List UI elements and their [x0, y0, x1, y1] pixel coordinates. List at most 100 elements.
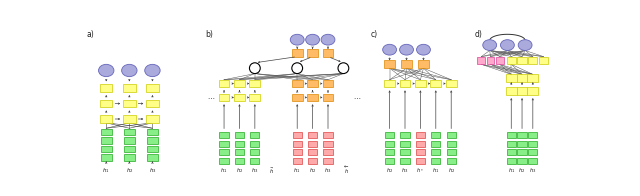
FancyBboxPatch shape: [385, 149, 394, 155]
Text: $\oplus$: $\oplus$: [292, 63, 302, 74]
Text: $\cdots$: $\cdots$: [353, 94, 362, 100]
Text: $y_1$: $y_1$: [486, 41, 493, 49]
FancyBboxPatch shape: [307, 94, 318, 101]
Text: b): b): [205, 30, 212, 39]
FancyBboxPatch shape: [517, 149, 527, 155]
FancyBboxPatch shape: [507, 141, 516, 147]
Ellipse shape: [399, 44, 413, 55]
FancyBboxPatch shape: [292, 94, 303, 101]
Text: $y_3$: $y_3$: [420, 46, 427, 54]
FancyBboxPatch shape: [401, 132, 410, 138]
Text: $h_2$: $h_2$: [386, 166, 393, 175]
FancyBboxPatch shape: [220, 141, 228, 147]
FancyBboxPatch shape: [431, 158, 440, 164]
FancyBboxPatch shape: [486, 57, 494, 64]
Ellipse shape: [483, 40, 497, 51]
Ellipse shape: [500, 40, 515, 51]
FancyBboxPatch shape: [250, 94, 260, 101]
Text: $\oplus$: $\oplus$: [339, 63, 348, 74]
Text: $\oplus$: $\oplus$: [250, 63, 259, 74]
Text: $y_2$: $y_2$: [504, 41, 511, 49]
FancyBboxPatch shape: [416, 158, 425, 164]
Text: $h_*$: $h_*$: [417, 167, 424, 174]
Ellipse shape: [99, 64, 114, 77]
FancyBboxPatch shape: [147, 137, 158, 144]
Text: $h_2$: $h_2$: [447, 166, 455, 175]
Text: $h_3$: $h_3$: [251, 166, 259, 175]
Ellipse shape: [518, 40, 532, 51]
FancyBboxPatch shape: [250, 80, 260, 87]
FancyBboxPatch shape: [292, 49, 303, 57]
FancyBboxPatch shape: [235, 132, 244, 138]
FancyBboxPatch shape: [250, 132, 259, 138]
Text: $h_2$: $h_2$: [309, 166, 316, 175]
FancyBboxPatch shape: [385, 132, 394, 138]
FancyBboxPatch shape: [446, 80, 456, 87]
FancyBboxPatch shape: [384, 80, 395, 87]
FancyBboxPatch shape: [447, 141, 456, 147]
FancyBboxPatch shape: [401, 158, 410, 164]
FancyBboxPatch shape: [220, 158, 228, 164]
Text: $y_3$: $y_3$: [324, 36, 332, 44]
FancyBboxPatch shape: [250, 158, 259, 164]
FancyBboxPatch shape: [292, 80, 303, 87]
FancyBboxPatch shape: [431, 132, 440, 138]
FancyBboxPatch shape: [507, 57, 516, 64]
FancyBboxPatch shape: [147, 100, 159, 107]
FancyBboxPatch shape: [101, 137, 111, 144]
Text: $h_3$: $h_3$: [324, 166, 332, 175]
FancyBboxPatch shape: [517, 132, 527, 138]
FancyBboxPatch shape: [250, 141, 259, 147]
FancyBboxPatch shape: [416, 149, 425, 155]
FancyBboxPatch shape: [385, 158, 394, 164]
Text: $\overleftarrow{h}$: $\overleftarrow{h}$: [344, 165, 350, 176]
Text: d): d): [474, 30, 482, 39]
FancyBboxPatch shape: [124, 137, 135, 144]
FancyBboxPatch shape: [447, 132, 456, 138]
FancyBboxPatch shape: [516, 74, 527, 82]
FancyBboxPatch shape: [323, 94, 333, 101]
FancyBboxPatch shape: [516, 87, 527, 95]
FancyBboxPatch shape: [219, 94, 230, 101]
FancyBboxPatch shape: [292, 132, 302, 138]
FancyBboxPatch shape: [124, 129, 135, 135]
Ellipse shape: [122, 64, 137, 77]
FancyBboxPatch shape: [527, 74, 538, 82]
FancyBboxPatch shape: [507, 132, 516, 138]
FancyBboxPatch shape: [147, 115, 159, 123]
FancyBboxPatch shape: [527, 87, 538, 95]
FancyBboxPatch shape: [401, 149, 410, 155]
FancyBboxPatch shape: [323, 132, 333, 138]
Circle shape: [250, 63, 260, 74]
FancyBboxPatch shape: [416, 132, 425, 138]
FancyBboxPatch shape: [123, 115, 136, 123]
FancyBboxPatch shape: [447, 149, 456, 155]
FancyBboxPatch shape: [235, 149, 244, 155]
FancyBboxPatch shape: [101, 146, 111, 152]
FancyBboxPatch shape: [517, 141, 527, 147]
FancyBboxPatch shape: [323, 80, 333, 87]
FancyBboxPatch shape: [528, 132, 538, 138]
FancyBboxPatch shape: [431, 80, 441, 87]
FancyBboxPatch shape: [507, 158, 516, 164]
Ellipse shape: [306, 34, 319, 45]
FancyBboxPatch shape: [418, 61, 429, 68]
FancyBboxPatch shape: [431, 149, 440, 155]
FancyBboxPatch shape: [235, 141, 244, 147]
Circle shape: [338, 63, 349, 74]
FancyBboxPatch shape: [323, 158, 333, 164]
FancyBboxPatch shape: [308, 132, 317, 138]
Text: c): c): [371, 30, 378, 39]
FancyBboxPatch shape: [123, 100, 136, 107]
FancyBboxPatch shape: [292, 141, 302, 147]
FancyBboxPatch shape: [528, 57, 538, 64]
FancyBboxPatch shape: [528, 141, 538, 147]
Text: $h_2$: $h_2$: [125, 166, 133, 175]
Text: $h_3$: $h_3$: [529, 166, 536, 175]
FancyBboxPatch shape: [415, 80, 426, 87]
FancyBboxPatch shape: [100, 115, 113, 123]
Text: $h_1$: $h_1$: [432, 166, 440, 175]
FancyBboxPatch shape: [234, 80, 245, 87]
Text: $y_2$: $y_2$: [125, 66, 133, 74]
FancyBboxPatch shape: [506, 74, 516, 82]
